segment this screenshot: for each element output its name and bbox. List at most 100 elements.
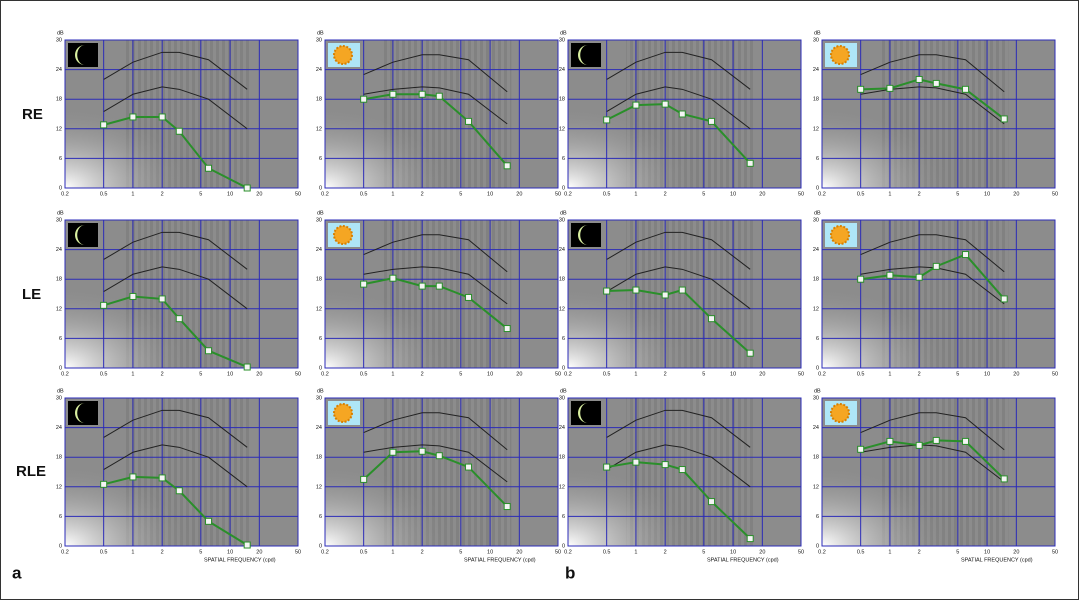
x-tick-label: 10 xyxy=(227,371,233,377)
x-tick-label: 5 xyxy=(199,371,202,377)
x-tick-label: 2 xyxy=(918,191,921,197)
x-tick-label: 2 xyxy=(664,191,667,197)
y-axis-label: dB xyxy=(814,388,821,394)
x-tick-label: 50 xyxy=(555,191,561,197)
data-point xyxy=(436,283,442,289)
x-tick-label: 0.2 xyxy=(564,549,572,555)
row-label: LE xyxy=(22,286,41,303)
y-tick-label: 18 xyxy=(813,455,819,461)
y-tick-label: 6 xyxy=(562,156,565,162)
condition-icon xyxy=(68,43,98,67)
x-tick-label: 10 xyxy=(984,371,990,377)
x-tick-label: 1 xyxy=(391,549,394,555)
y-tick-label: 18 xyxy=(813,97,819,103)
x-tick-label: 0.2 xyxy=(61,371,69,377)
x-tick-label: 20 xyxy=(516,371,522,377)
data-point xyxy=(504,163,510,169)
x-axis-label: SPATIAL FREQUENCY (cpd) xyxy=(961,557,1033,563)
y-tick-label: 30 xyxy=(813,395,819,401)
condition-icon xyxy=(571,401,601,425)
x-tick-label: 50 xyxy=(555,371,561,377)
x-tick-label: 20 xyxy=(516,191,522,197)
x-tick-label: 5 xyxy=(702,549,705,555)
x-tick-label: 0.2 xyxy=(61,549,69,555)
y-tick-label: 18 xyxy=(56,455,62,461)
y-axis-label: dB xyxy=(560,30,567,36)
x-tick-label: 50 xyxy=(295,549,301,555)
x-tick-label: 0.5 xyxy=(857,191,865,197)
data-point xyxy=(604,464,610,470)
x-tick-label: 10 xyxy=(487,371,493,377)
x-tick-label: 10 xyxy=(730,549,736,555)
data-point xyxy=(916,442,922,448)
y-tick-label: 18 xyxy=(316,277,322,283)
data-point xyxy=(390,275,396,281)
x-tick-label: 0.5 xyxy=(603,191,611,197)
figure: RE LE RLE a b 06121824300.20.5125102050d… xyxy=(0,0,1079,600)
data-point xyxy=(604,117,610,123)
data-point xyxy=(101,122,107,128)
data-point xyxy=(933,437,939,443)
x-tick-label: 0.5 xyxy=(857,371,865,377)
y-tick-label: 12 xyxy=(56,484,62,490)
y-tick-label: 30 xyxy=(56,37,62,43)
data-point xyxy=(887,272,893,278)
data-point xyxy=(101,481,107,487)
data-point xyxy=(159,114,165,120)
y-axis-label: dB xyxy=(814,30,821,36)
data-point xyxy=(419,283,425,289)
y-tick-label: 30 xyxy=(316,37,322,43)
data-point xyxy=(206,165,212,171)
data-point xyxy=(466,294,472,300)
data-point xyxy=(679,467,685,473)
y-tick-label: 6 xyxy=(816,336,819,342)
x-tick-label: 0.5 xyxy=(100,549,108,555)
x-tick-label: 5 xyxy=(956,191,959,197)
x-tick-label: 2 xyxy=(918,371,921,377)
data-point xyxy=(101,302,107,308)
x-tick-label: 5 xyxy=(199,191,202,197)
y-tick-label: 12 xyxy=(56,126,62,132)
x-tick-label: 50 xyxy=(295,191,301,197)
glare xyxy=(65,220,298,368)
x-tick-label: 2 xyxy=(161,549,164,555)
x-tick-label: 5 xyxy=(459,191,462,197)
data-point xyxy=(176,316,182,322)
condition-icon xyxy=(571,223,601,247)
y-tick-label: 24 xyxy=(559,425,565,431)
condition-icon xyxy=(831,404,849,422)
y-axis-label: dB xyxy=(317,30,324,36)
data-point xyxy=(887,438,893,444)
data-point xyxy=(887,85,893,91)
x-tick-label: 50 xyxy=(1052,549,1058,555)
x-tick-label: 0.5 xyxy=(100,191,108,197)
glare xyxy=(65,40,298,188)
y-axis-label: dB xyxy=(560,210,567,216)
y-tick-label: 30 xyxy=(316,217,322,223)
condition-icon xyxy=(831,46,849,64)
data-point xyxy=(244,542,250,548)
data-point xyxy=(916,76,922,82)
x-tick-label: 20 xyxy=(1013,549,1019,555)
data-point xyxy=(436,453,442,459)
x-tick-label: 0.2 xyxy=(61,191,69,197)
x-tick-label: 20 xyxy=(256,191,262,197)
data-point xyxy=(858,276,864,282)
data-point xyxy=(747,536,753,542)
y-tick-label: 24 xyxy=(813,425,819,431)
x-tick-label: 20 xyxy=(256,371,262,377)
data-point xyxy=(390,449,396,455)
x-tick-label: 10 xyxy=(730,371,736,377)
x-tick-label: 50 xyxy=(798,191,804,197)
x-tick-label: 10 xyxy=(984,549,990,555)
condition-icon xyxy=(571,43,601,67)
data-point xyxy=(206,348,212,354)
data-point xyxy=(679,287,685,293)
y-tick-label: 6 xyxy=(59,156,62,162)
y-tick-label: 6 xyxy=(319,336,322,342)
y-tick-label: 18 xyxy=(559,97,565,103)
x-tick-label: 50 xyxy=(798,371,804,377)
x-tick-label: 1 xyxy=(888,191,891,197)
x-tick-label: 0.5 xyxy=(100,371,108,377)
data-point xyxy=(633,102,639,108)
